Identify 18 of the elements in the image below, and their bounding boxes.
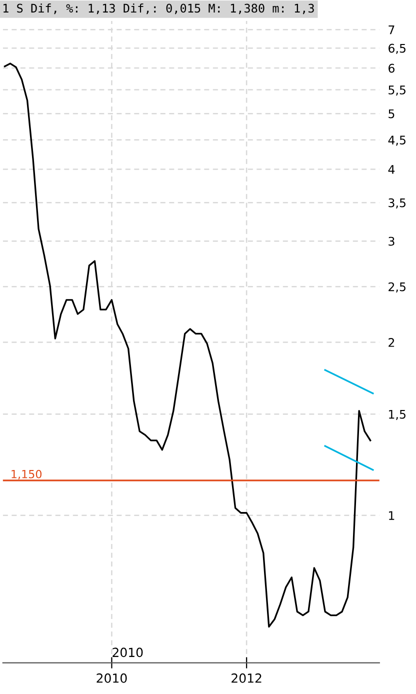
annotation: 2010 (112, 648, 143, 658)
y-tick-label: 2,5 (388, 282, 406, 292)
y-tick-label: 3,5 (388, 198, 406, 208)
y-tick-label: 4 (388, 165, 395, 174)
y-tick-label: 1,5 (389, 410, 406, 420)
y-tick-label: 1 (389, 511, 394, 520)
y-tick-label: 7 (388, 25, 394, 34)
y-tick-label: 5,5 (388, 86, 406, 96)
y-tick-label: 6,5 (388, 44, 406, 54)
chart-title: 1 S Dif, %: 1,13 Dif,: 0,015 M: 1,380 m: 1,3 (4, 4, 314, 14)
x-tick-label: 2012 (232, 673, 262, 683)
y-tick-label: 6 (388, 64, 394, 73)
line-series (4, 62, 372, 628)
y-tick-label: 3 (388, 236, 394, 246)
y-tick-label: 2 (388, 338, 394, 347)
y-tick-label: 4,5 (388, 136, 406, 146)
y-tick-label: 5 (388, 109, 394, 118)
ref-line-label: 1,150 (12, 470, 42, 480)
